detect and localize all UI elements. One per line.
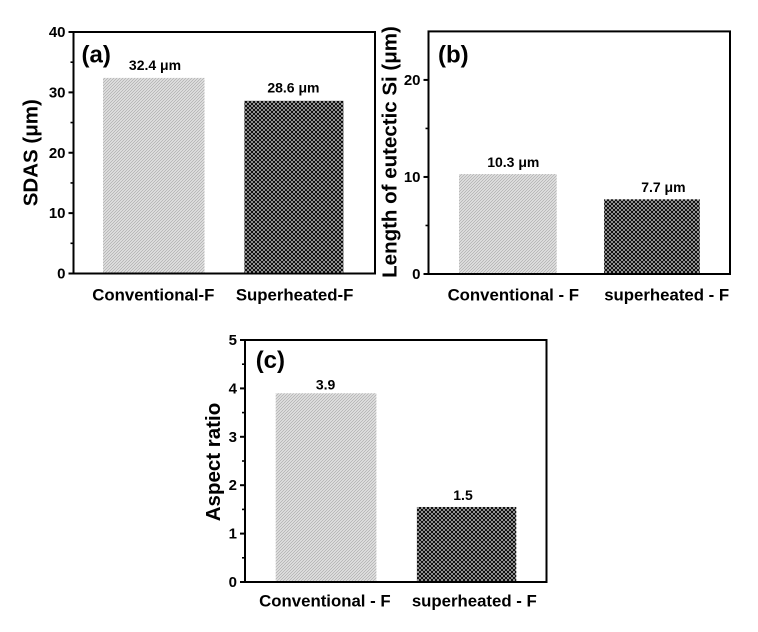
svg-text:Aspect ratio: Aspect ratio — [202, 403, 225, 521]
svg-text:1: 1 — [229, 526, 237, 543]
svg-text:(a): (a) — [82, 42, 111, 69]
svg-text:40: 40 — [49, 24, 66, 41]
svg-text:0: 0 — [57, 266, 65, 283]
svg-text:0: 0 — [229, 574, 237, 591]
svg-text:5: 5 — [229, 332, 237, 349]
svg-text:10: 10 — [404, 169, 421, 186]
svg-text:superheated - F: superheated - F — [604, 286, 729, 305]
svg-text:10.3 μm: 10.3 μm — [487, 154, 539, 170]
svg-text:3: 3 — [229, 429, 237, 446]
svg-text:7.7 μm: 7.7 μm — [641, 179, 685, 195]
svg-text:Length of eutectic Si (μm): Length of eutectic Si (μm) — [379, 26, 402, 278]
svg-text:2: 2 — [229, 477, 237, 494]
svg-text:4: 4 — [229, 380, 238, 397]
svg-text:3.9: 3.9 — [316, 376, 336, 392]
svg-text:(b): (b) — [438, 42, 469, 69]
svg-text:32.4 μm: 32.4 μm — [129, 57, 181, 73]
svg-text:Superheated-F: Superheated-F — [236, 286, 354, 305]
svg-text:(c): (c) — [256, 347, 285, 374]
svg-text:superheated - F: superheated - F — [412, 592, 537, 611]
svg-text:Conventional-F: Conventional-F — [92, 286, 214, 305]
svg-text:0: 0 — [412, 266, 420, 283]
svg-text:SDAS (μm): SDAS (μm) — [20, 99, 43, 206]
svg-text:Conventional - F: Conventional - F — [259, 592, 390, 611]
svg-text:30: 30 — [49, 84, 66, 101]
svg-text:Conventional - F: Conventional - F — [448, 286, 579, 305]
svg-text:10: 10 — [49, 205, 66, 222]
svg-text:20: 20 — [49, 145, 66, 162]
svg-text:1.5: 1.5 — [453, 487, 473, 503]
svg-text:28.6 μm: 28.6 μm — [267, 79, 319, 95]
svg-text:20: 20 — [404, 72, 421, 89]
